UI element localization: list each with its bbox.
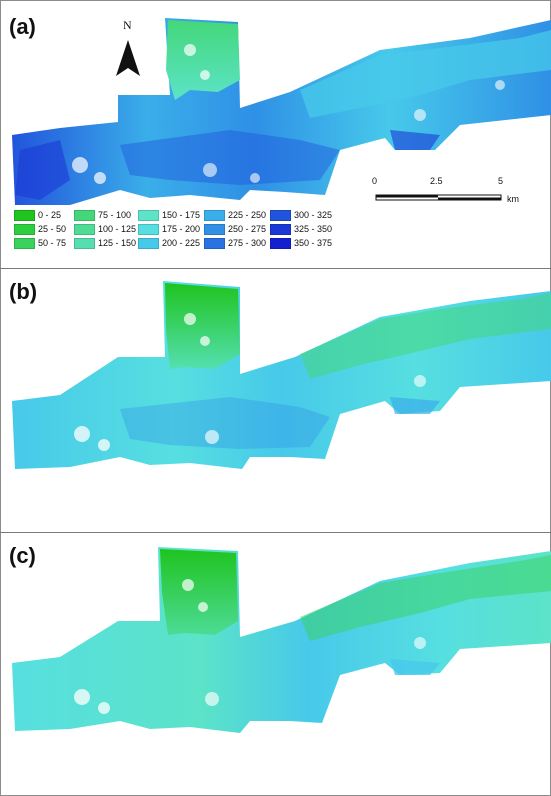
legend-item: 300 - 325: [270, 210, 333, 222]
scale-tick-5: 5: [498, 176, 504, 186]
terrain-b: [12, 281, 551, 469]
legend-label: 225 - 250: [228, 210, 267, 220]
legend-item: 225 - 250: [204, 210, 267, 222]
scale-tick-0: 0: [372, 176, 378, 186]
panel-c: (c): [0, 533, 551, 796]
legend-item: 50 - 75: [14, 238, 67, 250]
legend-label: 125 - 150: [98, 238, 137, 248]
panel-divider: [0, 268, 551, 269]
legend-item: 0 - 25: [14, 210, 62, 222]
legend-item: 75 - 100: [74, 210, 132, 222]
legend-swatch: [14, 224, 35, 236]
legend-label: 100 - 125: [98, 224, 137, 234]
north-letter: N: [123, 18, 132, 32]
legend-item: 325 - 350: [270, 224, 333, 236]
legend-item: 250 - 275: [204, 224, 267, 236]
scale-tick-2-5: 2.5: [430, 176, 443, 186]
legend-swatch: [204, 238, 225, 250]
legend-label: 350 - 375: [294, 238, 333, 248]
legend-label: 300 - 325: [294, 210, 333, 220]
legend-label: 175 - 200: [162, 224, 201, 234]
scale-bar-graphic: [375, 194, 502, 201]
legend-swatch: [138, 238, 159, 250]
legend-item: 275 - 300: [204, 238, 267, 250]
scale-bar: 0 2.5 5 km: [370, 176, 530, 210]
panel-label-b: (b): [9, 279, 38, 304]
legend-label: 200 - 225: [162, 238, 201, 248]
legend-item: 125 - 150: [74, 238, 137, 250]
legend-swatch: [204, 224, 225, 236]
legend-label: 275 - 300: [228, 238, 267, 248]
map-c: [12, 547, 551, 733]
panel-label-c: (c): [9, 543, 36, 568]
scale-unit: km: [507, 194, 519, 204]
panel-label-a: (a): [9, 14, 36, 39]
legend-label: 325 - 350: [294, 224, 333, 234]
legend-swatch: [74, 210, 95, 222]
north-arrow-icon: [116, 40, 140, 76]
legend-item: 25 - 50: [14, 224, 67, 236]
legend-item: 150 - 175: [138, 210, 201, 222]
legend-label: 0 - 25: [38, 210, 62, 220]
legend-swatch: [204, 210, 225, 222]
terrain-a: [12, 18, 551, 205]
map-b: [12, 281, 551, 469]
north-arrow: N: [112, 18, 148, 78]
legend-item: 175 - 200: [138, 224, 201, 236]
legend-swatch: [14, 238, 35, 250]
terrain-c: [12, 547, 551, 733]
legend-swatch: [74, 224, 95, 236]
legend-swatch: [74, 238, 95, 250]
legend-swatch: [14, 210, 35, 222]
legend-item: 350 - 375: [270, 238, 333, 250]
legend-swatch: [270, 238, 291, 250]
legend-item: 100 - 125: [74, 224, 137, 236]
legend-item: 200 - 225: [138, 238, 201, 250]
legend-label: 75 - 100: [98, 210, 132, 220]
legend-swatch: [138, 224, 159, 236]
panel-divider: [0, 532, 551, 533]
panel-b: (b): [0, 269, 551, 532]
legend-label: 25 - 50: [38, 224, 67, 234]
legend-label: 150 - 175: [162, 210, 201, 220]
legend-swatch: [270, 224, 291, 236]
map-a: [12, 18, 551, 205]
legend-swatch: [270, 210, 291, 222]
legend-swatch: [138, 210, 159, 222]
legend-label: 250 - 275: [228, 224, 267, 234]
legend-label: 50 - 75: [38, 238, 67, 248]
panel-a: (a) N 0 2.5 5 km 0 - 25 25 - 50 50 - 75 …: [0, 0, 551, 268]
